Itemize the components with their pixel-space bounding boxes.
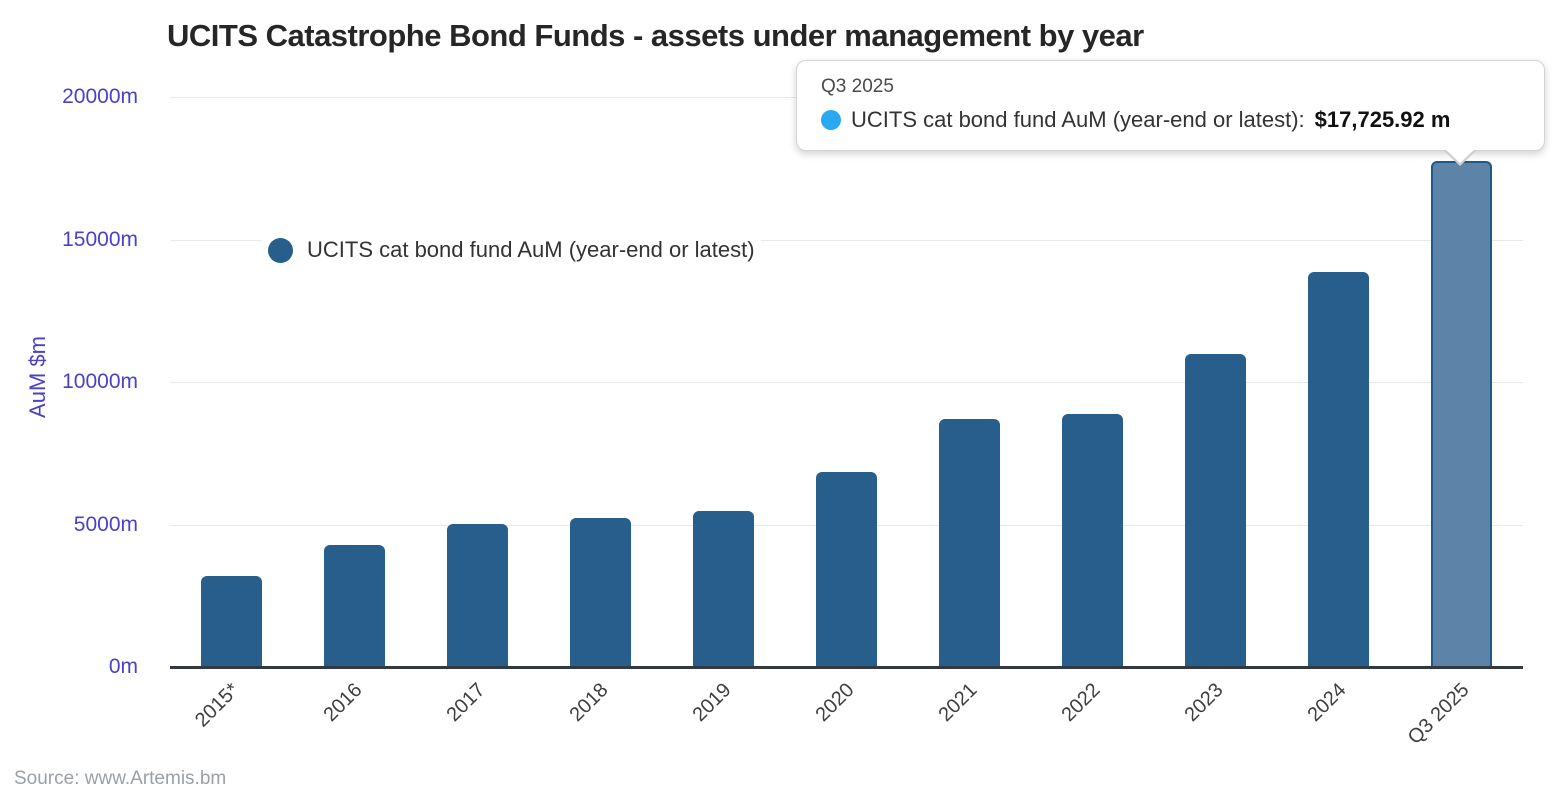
- y-tick-label: 5000m: [73, 512, 138, 536]
- x-tick-label: 2018: [565, 679, 613, 727]
- source-attribution: Source: www.Artemis.bm: [14, 768, 227, 789]
- bar-2019[interactable]: [693, 510, 754, 666]
- legend-item[interactable]: UCITS cat bond fund AuM (year-end or lat…: [262, 235, 761, 265]
- x-tick-label: 2021: [934, 679, 982, 727]
- x-tick-label: 2024: [1303, 679, 1351, 727]
- tooltip-value: $17,725.92 m: [1314, 107, 1451, 132]
- legend-marker-icon: [268, 237, 293, 263]
- bar-Q3 2025[interactable]: [1431, 160, 1492, 666]
- bar-2024[interactable]: [1308, 271, 1369, 666]
- tooltip-title: Q3 2025: [821, 76, 894, 97]
- x-tick-label: 2017: [442, 679, 490, 727]
- tooltip-series-label: UCITS cat bond fund AuM (year-end or lat…: [851, 107, 1305, 132]
- y-tick-label: 0m: [108, 655, 138, 678]
- legend-label: UCITS cat bond fund AuM (year-end or lat…: [307, 237, 755, 262]
- bar-2020[interactable]: [816, 472, 877, 666]
- y-tick-label: 20000m: [62, 85, 138, 108]
- tooltip-pointer-icon: [1445, 149, 1475, 163]
- tooltip-row: UCITS cat bond fund AuM (year-end or lat…: [821, 107, 1520, 133]
- x-tick-label: 2016: [319, 679, 367, 727]
- bar-2018[interactable]: [570, 517, 631, 666]
- y-tick-label: 10000m: [62, 370, 138, 393]
- x-axis-line: [170, 666, 1523, 669]
- tooltip-series-dot-icon: [821, 110, 841, 130]
- x-tick-label: 2019: [688, 679, 736, 727]
- y-tick-label: 15000m: [62, 227, 138, 251]
- gridline: [170, 239, 1523, 241]
- bar-2022[interactable]: [1062, 414, 1123, 666]
- x-tick-label: 2015*: [190, 679, 244, 732]
- x-tick-label: 2022: [1057, 679, 1105, 727]
- x-tick-label: 2023: [1180, 679, 1228, 727]
- x-tick-label: Q3 2025: [1403, 679, 1474, 749]
- bar-2016[interactable]: [324, 544, 385, 666]
- tooltip: Q3 2025 UCITS cat bond fund AuM (year-en…: [796, 60, 1545, 166]
- bar-2023[interactable]: [1185, 353, 1246, 666]
- bar-2017[interactable]: [447, 523, 508, 666]
- bar-2021[interactable]: [939, 418, 1000, 666]
- plot-area: [170, 97, 1523, 669]
- x-tick-label: 2020: [811, 679, 859, 727]
- gridline: [170, 382, 1523, 383]
- chart-title: UCITS Catastrophe Bond Funds - assets un…: [167, 18, 1144, 53]
- bar-2015*[interactable]: [201, 576, 262, 666]
